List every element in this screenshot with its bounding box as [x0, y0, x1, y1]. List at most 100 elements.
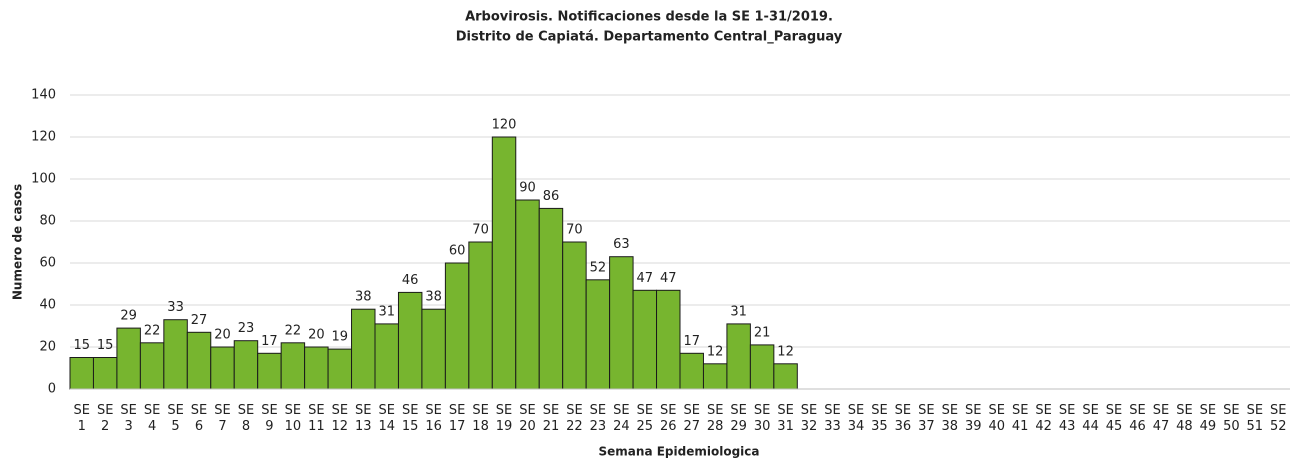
- bar: [773, 363, 798, 390]
- bar: [233, 340, 259, 390]
- x-tick-label: SE 41: [1012, 403, 1029, 434]
- x-tick-label: SE 25: [637, 403, 654, 434]
- data-label: 21: [754, 325, 771, 340]
- data-label: 120: [492, 118, 517, 133]
- bar: [749, 344, 775, 390]
- bar: [139, 342, 165, 390]
- data-label: 31: [378, 304, 395, 319]
- x-tick-label: SE 19: [496, 403, 513, 434]
- x-axis-title: Semana Epidemiologica: [599, 445, 760, 459]
- data-label: 20: [214, 328, 231, 343]
- bar: [92, 357, 118, 390]
- x-tick-label: SE 12: [332, 403, 349, 434]
- data-label: 19: [332, 330, 349, 345]
- data-label: 52: [590, 260, 607, 275]
- data-label: 31: [730, 304, 747, 319]
- x-tick-label: SE 21: [543, 403, 560, 434]
- x-tick-label: SE 51: [1247, 403, 1264, 434]
- x-tick-label: SE 29: [730, 403, 747, 434]
- x-tick-label: SE 2: [97, 403, 113, 434]
- bar: [186, 331, 212, 390]
- bar: [351, 308, 376, 390]
- x-tick-label: SE 48: [1176, 403, 1193, 434]
- data-label: 38: [355, 290, 372, 305]
- y-tick-label: 20: [39, 340, 56, 355]
- x-tick-label: SE 37: [918, 403, 935, 434]
- bar: [327, 348, 353, 390]
- x-tick-label: SE 44: [1082, 403, 1099, 434]
- x-tick-label: SE 15: [402, 403, 419, 434]
- data-label: 23: [238, 321, 255, 336]
- data-label: 17: [683, 334, 700, 349]
- bar: [468, 241, 493, 390]
- x-tick-label: SE 23: [590, 403, 607, 434]
- bar: [562, 241, 587, 390]
- data-label: 12: [777, 344, 794, 359]
- y-tick-label: 100: [31, 172, 56, 187]
- bar: [491, 136, 517, 390]
- x-tick-label: SE 7: [214, 403, 230, 434]
- bar: [632, 289, 658, 390]
- x-tick-label: SE 11: [308, 403, 325, 434]
- data-label: 27: [191, 313, 208, 328]
- y-tick-label: 0: [48, 382, 56, 397]
- data-label: 29: [120, 309, 137, 324]
- bar: [444, 262, 470, 390]
- x-tick-label: SE 36: [895, 403, 912, 434]
- chart-subtitle: Distrito de Capiatá. Departamento Centra…: [456, 30, 843, 45]
- y-tick-label: 80: [39, 214, 56, 229]
- x-tick-label: SE 49: [1200, 403, 1217, 434]
- x-tick-label: SE 30: [754, 403, 771, 434]
- data-label: 46: [402, 273, 419, 288]
- data-label: 17: [261, 334, 278, 349]
- data-label: 20: [308, 328, 325, 343]
- data-label: 86: [543, 189, 560, 204]
- x-tick-label: SE 52: [1270, 403, 1287, 434]
- data-label: 15: [73, 338, 90, 353]
- x-tick-label: SE 40: [988, 403, 1005, 434]
- data-label: 47: [637, 271, 654, 286]
- chart-title: Arbovirosis. Notificaciones desde la SE …: [465, 10, 833, 25]
- x-tick-label: SE 33: [824, 403, 841, 434]
- bar: [515, 199, 540, 390]
- x-tick-label: SE 28: [707, 403, 724, 434]
- x-tick-label: SE 34: [848, 403, 865, 434]
- x-tick-label: SE 45: [1106, 403, 1123, 434]
- x-tick-label: SE 3: [120, 403, 136, 434]
- x-tick-label: SE 9: [261, 403, 277, 434]
- x-tick-label: SE 13: [355, 403, 372, 434]
- bar: [656, 289, 681, 390]
- bar: [257, 352, 282, 390]
- x-tick-label: SE 14: [378, 403, 395, 434]
- x-tick-label: SE 50: [1223, 403, 1240, 434]
- y-axis-title: Numero de casos: [11, 184, 25, 300]
- x-tick-label: SE 39: [965, 403, 982, 434]
- bar: [304, 346, 329, 390]
- bar: [163, 319, 188, 390]
- x-tick-label: SE 38: [942, 403, 959, 434]
- bar: [609, 256, 634, 390]
- x-tick-label: SE 27: [683, 403, 700, 434]
- data-label: 63: [613, 237, 630, 252]
- bar: [726, 323, 751, 390]
- bar: [374, 323, 399, 390]
- y-tick-label: 60: [39, 256, 56, 271]
- data-label: 22: [144, 323, 161, 338]
- data-label: 70: [472, 223, 489, 238]
- bar: [585, 279, 611, 390]
- data-label: 38: [425, 290, 442, 305]
- bar: [702, 363, 728, 390]
- data-label: 60: [449, 244, 466, 259]
- bar: [69, 357, 94, 390]
- bar: [280, 342, 306, 390]
- x-tick-label: SE 32: [801, 403, 818, 434]
- x-tick-label: SE 5: [167, 403, 183, 434]
- x-tick-label: SE 46: [1129, 403, 1146, 434]
- x-tick-label: SE 43: [1059, 403, 1076, 434]
- x-tick-label: SE 24: [613, 403, 630, 434]
- bar: [421, 308, 446, 390]
- x-tick-label: SE 17: [449, 403, 466, 434]
- data-label: 70: [566, 223, 583, 238]
- x-tick-label: SE 20: [519, 403, 536, 434]
